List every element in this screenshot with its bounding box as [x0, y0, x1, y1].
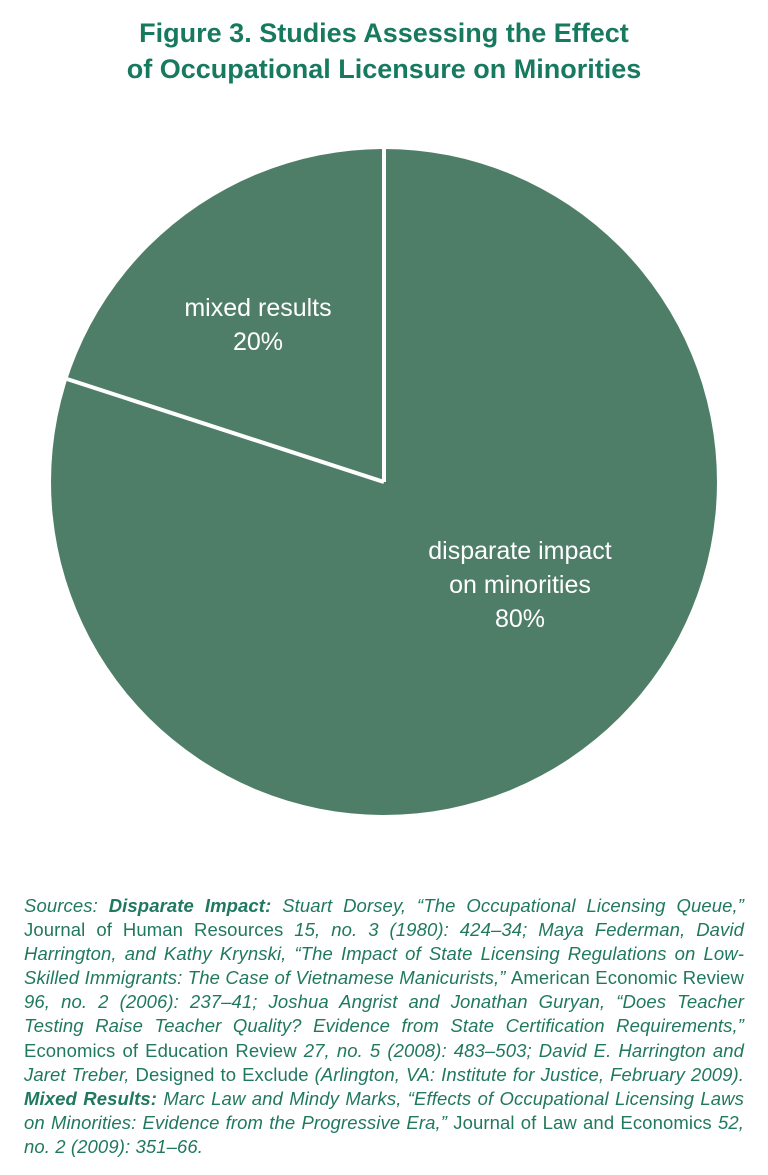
sources-segment: 27, no. 5 (2008): 483–503; David E. Harr…	[24, 1039, 745, 1085]
sources-segment: 15, no. 3 (1980): 424–34; Maya Federman,…	[24, 919, 744, 989]
sources-segment: Economics of Education Review	[24, 1039, 304, 1061]
figure-title-line-1: Figure 3. Studies Assessing the Effect	[139, 18, 629, 48]
sources-segment: 52, no. 2 (2009): 351–66.	[24, 1111, 744, 1157]
sources-segment: Marc Law and Mindy Marks, “Effects of Oc…	[24, 1087, 744, 1133]
sources-text: Sources: Disparate Impact: Stuart Dorsey…	[0, 894, 768, 1159]
figure-title: Figure 3. Studies Assessing the Effect o…	[0, 0, 768, 87]
sources-segment: Journal of Law and Economics	[453, 1111, 718, 1133]
pie-chart: mixed results 20% disparate impact on mi…	[0, 87, 768, 822]
pie-chart-svg	[51, 149, 717, 816]
sources-segment: Designed to Exclude	[135, 1063, 315, 1085]
slice-divider	[66, 377, 385, 485]
sources-segment: Stuart Dorsey, “The Occupational Licensi…	[282, 895, 744, 917]
sources-segment: (Arlington, VA: Institute for Justice, F…	[314, 1063, 744, 1085]
sources-segment: Mixed Results:	[24, 1087, 164, 1109]
sources-segment: 96, no. 2 (2006): 237–41; Joshua Angrist…	[24, 991, 744, 1037]
sources-segment: Disparate Impact:	[108, 895, 283, 917]
sources-segment: Journal of Human Resources	[24, 919, 295, 941]
sources-segment: American Economic Review	[510, 967, 745, 989]
sources-segment: Sources:	[24, 895, 109, 917]
figure-title-line-2: of Occupational Licensure on Minorities	[126, 53, 642, 84]
